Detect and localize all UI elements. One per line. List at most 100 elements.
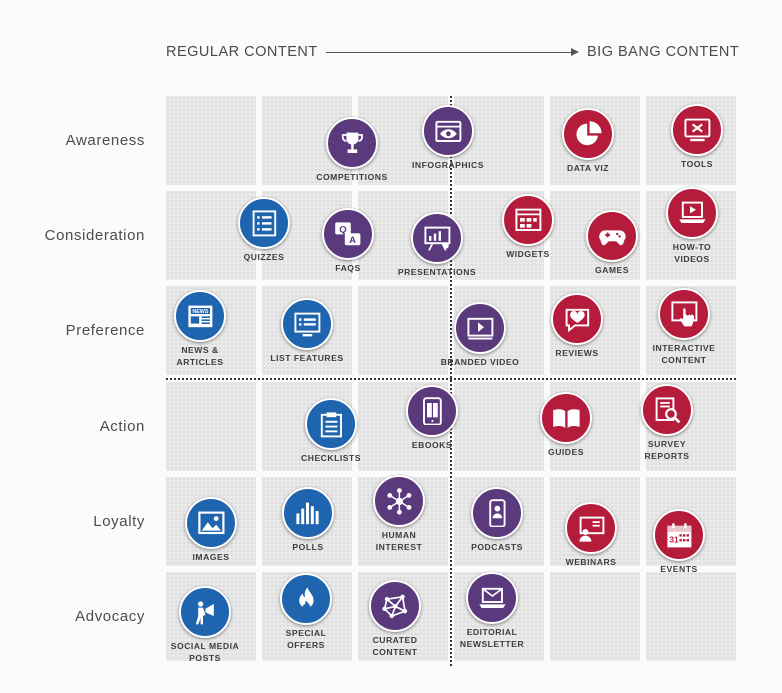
- tools-icon: [671, 104, 723, 156]
- item-label-line: OFFERS: [287, 639, 325, 650]
- item-label: SURVEY REPORTS: [612, 439, 722, 462]
- header-regular-content: REGULAR CONTENT: [166, 44, 318, 60]
- item-interactive-content: INTERACTIVE CONTENT: [629, 288, 739, 366]
- item-label: GUIDES: [511, 447, 621, 459]
- item-label: DATA VIZ: [533, 163, 643, 175]
- item-label-line: FAQS: [335, 263, 361, 273]
- bar-chart-icon: [282, 487, 334, 539]
- svg-text:31: 31: [669, 534, 679, 544]
- newspaper-icon: NEWS: [174, 290, 226, 342]
- item-label: WIDGETS: [473, 249, 583, 261]
- checklist-icon: [238, 197, 290, 249]
- item-widgets: WIDGETS: [473, 194, 583, 261]
- item-reviews: REVIEWS: [522, 293, 632, 360]
- item-label: EVENTS: [624, 564, 734, 576]
- item-label-line: EBOOKS: [411, 440, 453, 450]
- touch-screen-icon: [658, 288, 710, 340]
- row-label: Awareness: [65, 132, 145, 149]
- item-presentations: PRESENTATIONS: [382, 212, 492, 279]
- item-human-interest: HUMAN INTEREST: [344, 475, 454, 553]
- clipboard-icon: [305, 398, 357, 450]
- item-label: QUIZZES: [209, 252, 319, 264]
- heart-bubble-icon: [551, 293, 603, 345]
- item-label-line: POLLS: [292, 542, 324, 552]
- item-label-line: PODCASTS: [471, 542, 523, 552]
- item-label: PODCASTS: [442, 542, 552, 554]
- item-label-line: BRANDED VIDEO: [440, 357, 520, 367]
- item-label: COMPETITIONS: [297, 172, 407, 184]
- item-label: EDITORIAL NEWSLETTER: [437, 627, 547, 650]
- item-label-line: CHECKLISTS: [301, 453, 361, 463]
- webinar-icon: [565, 502, 617, 554]
- item-label: PRESENTATIONS: [382, 267, 492, 279]
- item-data-viz: DATA VIZ: [533, 108, 643, 175]
- item-events: 31 EVENTS: [624, 509, 734, 576]
- item-label: EBOOKS: [377, 440, 487, 452]
- item-polls: POLLS: [253, 487, 363, 554]
- item-ebooks: EBOOKS: [377, 385, 487, 452]
- vertical-divider: [450, 96, 452, 666]
- video-player-icon: [454, 302, 506, 354]
- item-news-articles: NEWS NEWS & ARTICLES: [145, 290, 255, 368]
- item-label-line: TOOLS: [681, 159, 713, 169]
- item-label-line: CURATED: [372, 635, 418, 645]
- item-label-line: HOW-TO: [672, 242, 712, 252]
- item-social-media-posts: SOCIAL MEDIA POSTS: [150, 586, 260, 664]
- svg-text:A: A: [349, 235, 356, 246]
- item-label-line: INTEREST: [375, 541, 423, 552]
- item-webinars: WEBINARS: [536, 502, 646, 569]
- eye-browser-icon: [422, 105, 474, 157]
- item-label-line: REPORTS: [644, 450, 690, 461]
- item-label-line: EVENTS: [660, 564, 698, 574]
- report-magnifier-icon: [641, 384, 693, 436]
- item-survey-reports: SURVEY REPORTS: [612, 384, 722, 462]
- item-label: CURATED CONTENT: [340, 635, 450, 658]
- item-label-line: WIDGETS: [506, 249, 550, 259]
- item-label: TOOLS: [642, 159, 752, 171]
- open-book-icon: [540, 392, 592, 444]
- svg-text:Q: Q: [339, 224, 347, 235]
- item-label-line: ARTICLES: [176, 356, 224, 367]
- item-editorial-newsletter: EDITORIAL NEWSLETTER: [437, 572, 547, 650]
- item-label-line: POSTS: [189, 652, 221, 663]
- presentation-icon: [411, 212, 463, 264]
- item-label-line: SURVEY: [647, 439, 687, 449]
- item-label-line: VIDEOS: [674, 253, 710, 264]
- item-faqs: Q A FAQS: [293, 208, 403, 275]
- item-infographics: INFOGRAPHICS: [393, 105, 503, 172]
- grid-cell: [166, 382, 256, 471]
- item-label: NEWS & ARTICLES: [145, 345, 255, 368]
- row-label: Consideration: [44, 227, 145, 244]
- item-label-line: EDITORIAL: [466, 627, 518, 637]
- horizontal-divider: [166, 378, 736, 380]
- item-quizzes: QUIZZES: [209, 197, 319, 264]
- row-label: Advocacy: [75, 608, 145, 625]
- envelope-laptop-icon: [466, 572, 518, 624]
- item-label: REVIEWS: [522, 348, 632, 360]
- item-label-line: WEBINARS: [565, 557, 617, 567]
- grid-cell: [166, 191, 256, 280]
- grid-cell: [358, 286, 448, 375]
- item-label: HOW-TO VIDEOS: [637, 242, 747, 265]
- item-label-line: LIST FEATURES: [270, 353, 344, 363]
- item-branded-video: BRANDED VIDEO: [425, 302, 535, 369]
- item-label-line: HUMAN: [381, 530, 417, 540]
- phone-person-icon: [471, 487, 523, 539]
- item-guides: GUIDES: [511, 392, 621, 459]
- grid-cell: [646, 96, 736, 185]
- item-label: FAQS: [293, 263, 403, 275]
- svg-text:NEWS: NEWS: [192, 309, 209, 315]
- item-label-line: NEWSLETTER: [459, 638, 525, 649]
- item-label-line: INTERACTIVE: [652, 343, 716, 353]
- item-special-offers: SPECIAL OFFERS: [251, 573, 361, 651]
- item-podcasts: PODCASTS: [442, 487, 552, 554]
- flame-icon: [280, 573, 332, 625]
- item-label-line: GAMES: [594, 265, 629, 275]
- item-label: INTERACTIVE CONTENT: [629, 343, 739, 366]
- item-label: WEBINARS: [536, 557, 646, 569]
- calendar-icon: 31: [653, 509, 705, 561]
- item-label: IMAGES: [156, 552, 266, 564]
- item-label: POLLS: [253, 542, 363, 554]
